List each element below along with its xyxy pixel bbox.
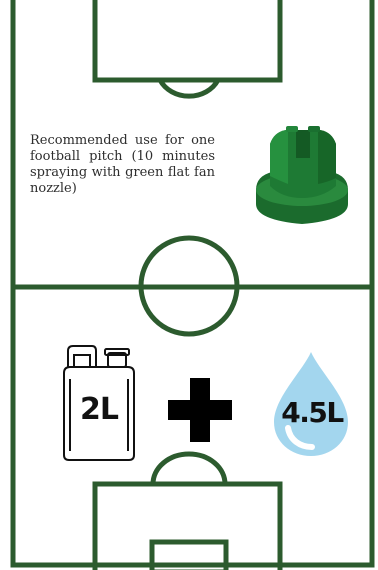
plus-icon [168,378,232,442]
water-volume-label: 4.5L [281,396,344,429]
top-penalty-box [92,0,283,83]
bottom-goal-area [149,539,229,570]
bottom-penalty-arc [150,451,228,485]
jerrycan-icon [63,345,135,461]
pitch-boundary [10,0,375,568]
top-penalty-arc [157,78,221,99]
centre-circle [138,235,240,337]
concentrate-volume-label: 2L [80,392,119,427]
flat-fan-nozzle-icon [256,126,348,224]
usage-caption: Recommended use for one football pitch (… [30,133,215,196]
bottom-penalty-box [92,481,283,570]
water-drop-icon [274,352,348,456]
